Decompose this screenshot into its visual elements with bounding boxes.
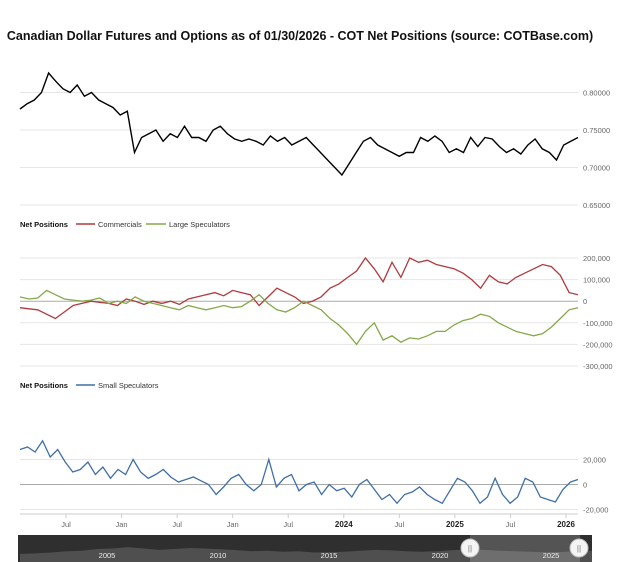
price-line (19, 71, 579, 177)
chart-title: Canadian Dollar Futures and Options as o… (7, 29, 593, 43)
navigator-right-handle[interactable]: || (569, 538, 589, 558)
y-tick-label: 0.80000 (583, 89, 610, 98)
navigator-year-label: 2015 (321, 551, 338, 560)
time-navigator[interactable]: 2005 2010 2015 2020 2025 || || (18, 535, 592, 562)
price-panel: 0.80000 0.75000 0.70000 0.65000 (19, 71, 610, 210)
legend-net-positions-2: Net Positions Small Speculators (20, 381, 159, 390)
y-tick-label: 20,000 (583, 456, 606, 465)
net-positions-panel-1: 200,000 100,000 0 -100,000 -200,000 -300,000 (19, 254, 613, 371)
x-tick-label: 2026 (557, 520, 575, 529)
y-tick-label: 0.75000 (583, 126, 610, 135)
legend-heading-2: Net Positions (20, 381, 68, 390)
x-tick-label: Jul (395, 520, 405, 529)
x-tick-label: Jul (506, 520, 516, 529)
small-specs-line (19, 439, 579, 505)
navigator-left-handle-knob[interactable] (460, 538, 480, 558)
navigator-series-area (20, 547, 592, 562)
x-axis: Jul Jan Jul Jan Jul 2024 Jul 2025 Jul 2026 (20, 513, 578, 529)
legend-heading: Net Positions (20, 220, 68, 229)
x-tick-label: 2025 (446, 520, 464, 529)
y-tick-label: 0 (583, 481, 587, 490)
y-tick-label: 0.70000 (583, 164, 610, 173)
x-tick-label: Jan (227, 520, 239, 529)
navigator-left-handle[interactable]: || (460, 538, 480, 558)
commercials-line (19, 256, 579, 320)
y-tick-label: -100,000 (583, 319, 613, 328)
navigator-year-label: 2025 (543, 551, 560, 560)
y-tick-label: 0 (583, 297, 587, 306)
navigator-selected-range[interactable] (470, 535, 580, 562)
y-tick-label: -20,000 (583, 506, 608, 515)
y-tick-label: -200,000 (583, 340, 613, 349)
x-tick-label: Jul (172, 520, 182, 529)
legend-large-specs-label[interactable]: Large Speculators (169, 220, 230, 229)
navigator-right-handle-knob[interactable] (569, 538, 589, 558)
navigator-year-label: 2010 (210, 551, 227, 560)
net-positions-panel-2: 20,000 0 -20,000 (19, 439, 608, 515)
legend-commercials-label[interactable]: Commercials (98, 220, 142, 229)
x-tick-label: Jan (116, 520, 128, 529)
x-tick-label: Jul (61, 520, 71, 529)
y-tick-label: 0.65000 (583, 201, 610, 210)
navigator-year-label: 2020 (432, 551, 449, 560)
y-tick-label: 100,000 (583, 276, 610, 285)
legend-net-positions-1: Net Positions Commercials Large Speculat… (20, 220, 230, 229)
large-specs-line (19, 289, 579, 346)
grip-icon: || (577, 544, 581, 553)
grip-icon: || (468, 544, 472, 553)
y-tick-label: 200,000 (583, 254, 610, 263)
navigator-year-label: 2005 (99, 551, 116, 560)
y-tick-label: -300,000 (583, 362, 613, 371)
x-tick-label: Jul (283, 520, 293, 529)
legend-small-specs-label[interactable]: Small Speculators (98, 381, 159, 390)
x-tick-label: 2024 (335, 520, 353, 529)
